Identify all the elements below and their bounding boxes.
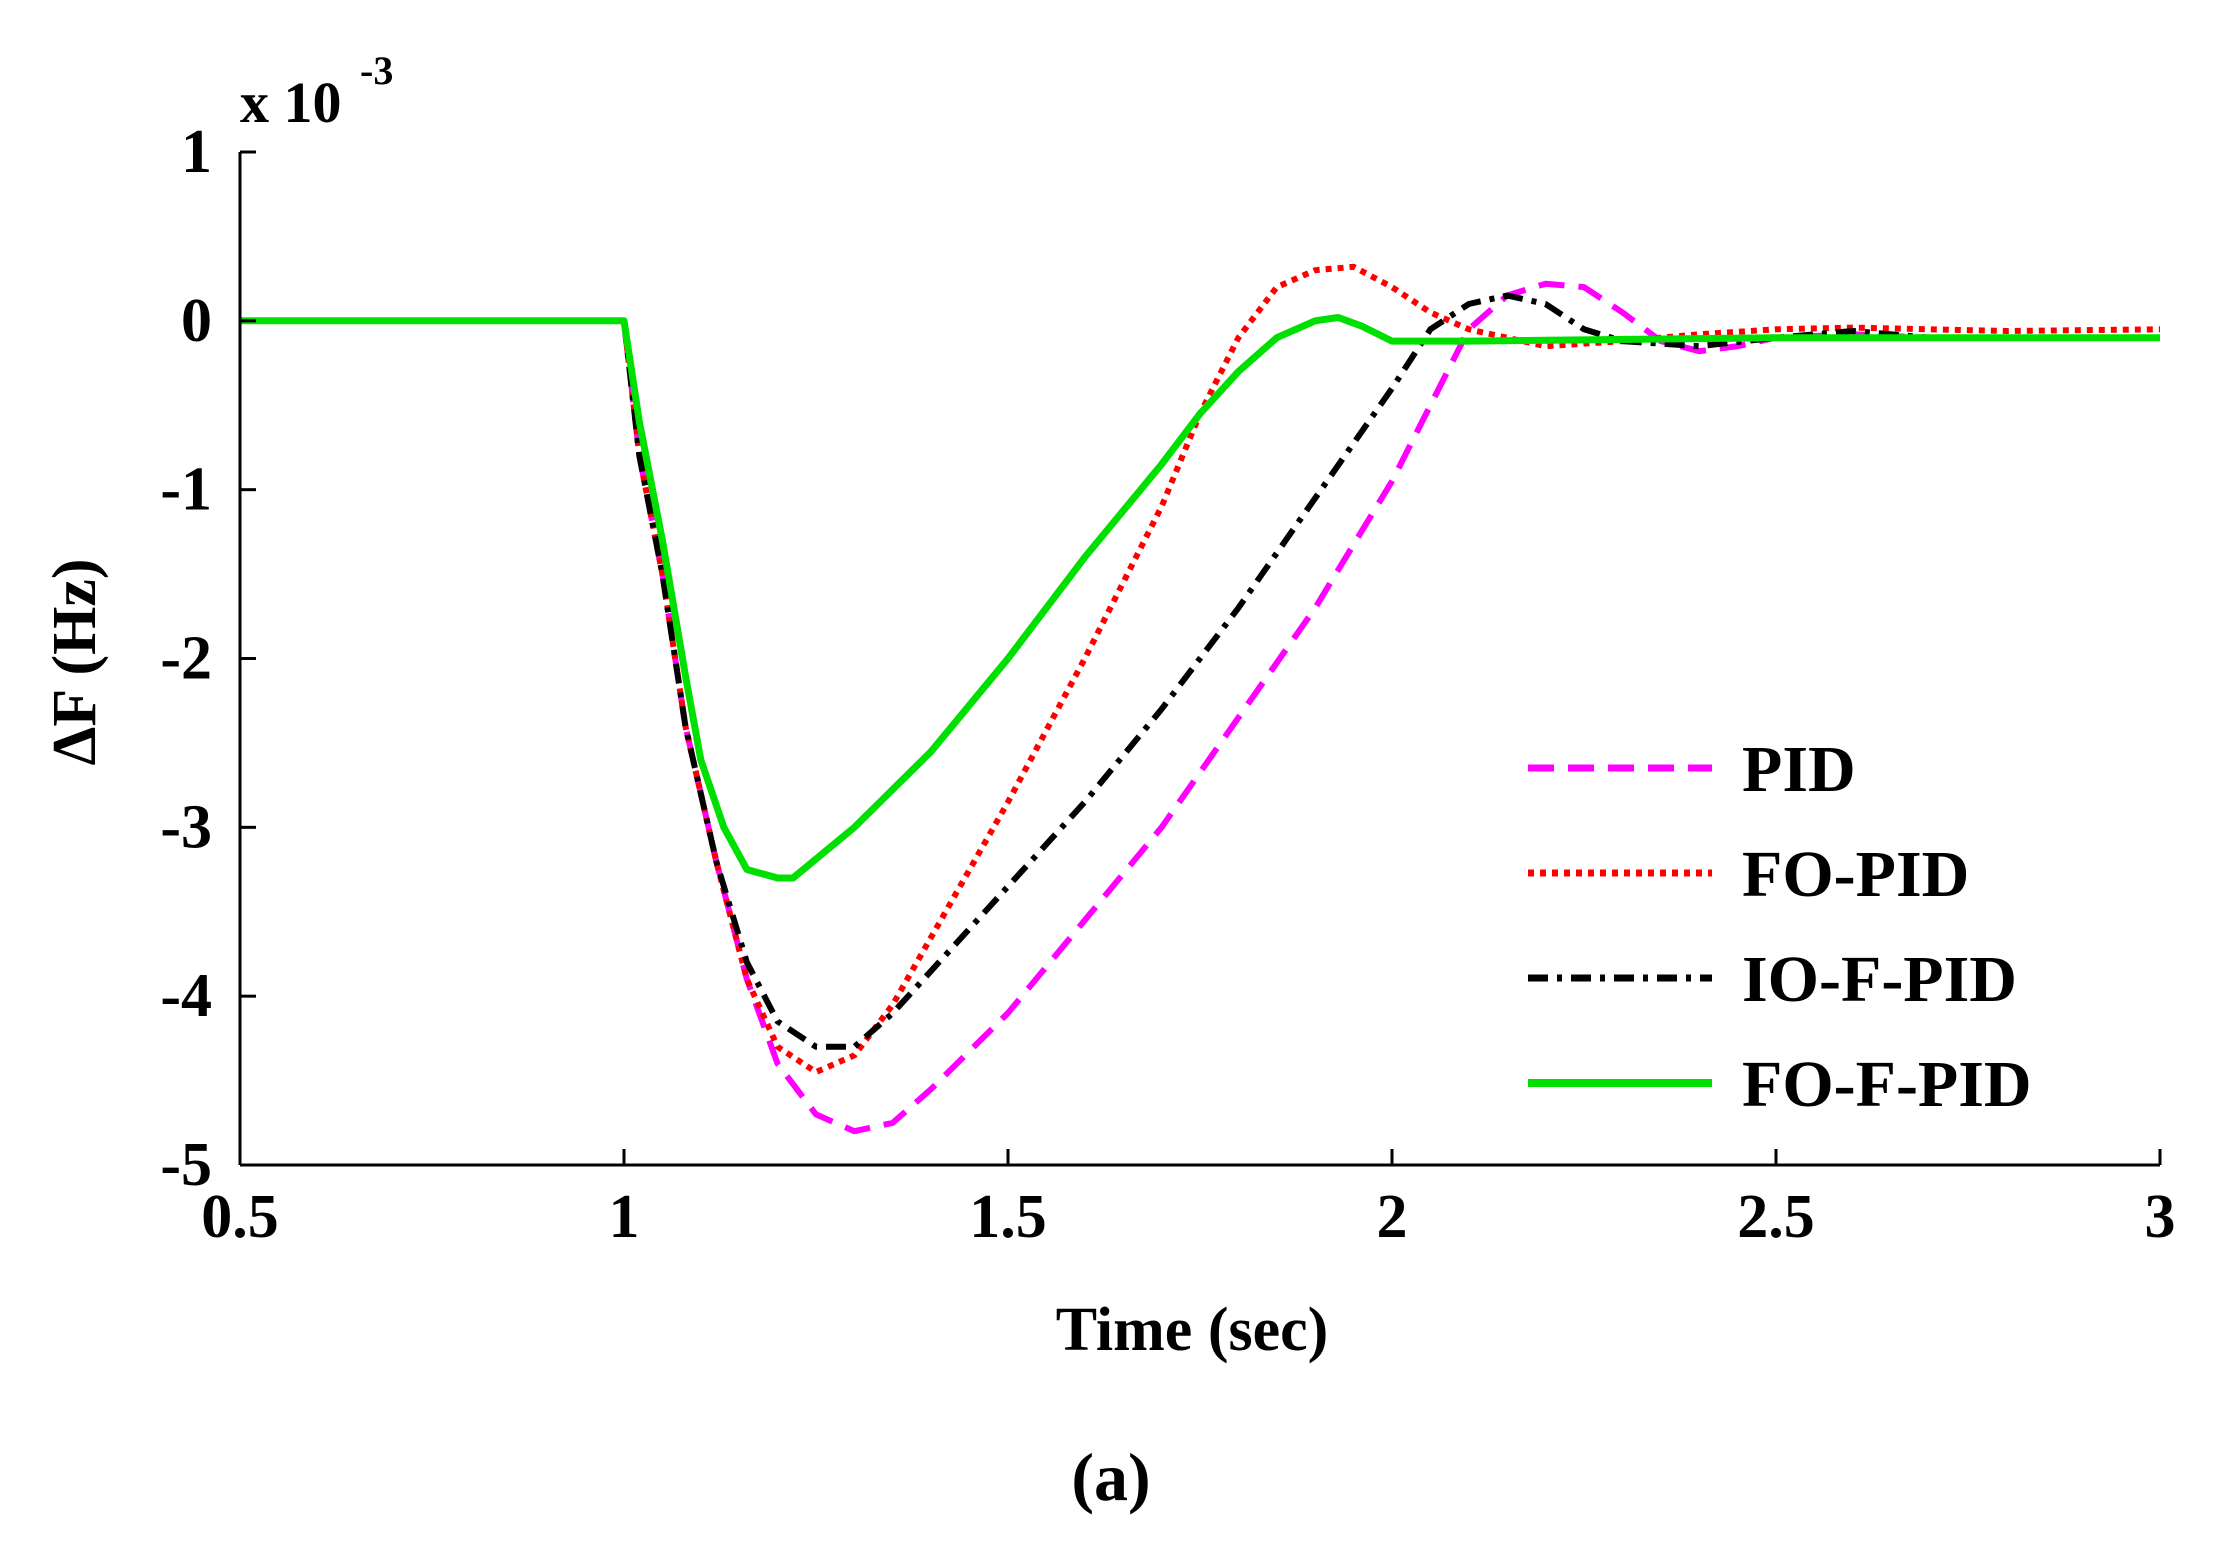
y-axis-title: ΔF (Hz) — [41, 559, 109, 766]
series-line-fo-f-pid — [240, 314, 2160, 882]
y-multiplier-exponent: -3 — [360, 48, 393, 93]
y-tick-label: -2 — [160, 625, 212, 693]
x-axis-title: Time (sec) — [1056, 1296, 1329, 1364]
y-tick-label: -3 — [160, 793, 212, 861]
x-tick-label: 0.5 — [201, 1183, 279, 1251]
x-tick-label: 1.5 — [969, 1183, 1047, 1251]
series-line-io-f-pid — [240, 292, 2160, 1050]
legend: PID FO-PID IO-F-PID FO-F-PID — [1528, 733, 2032, 1121]
x-tick-label: 3 — [2145, 1183, 2176, 1251]
legend-label-io-f-pid: IO-F-PID — [1742, 943, 2017, 1016]
x-tick-label: 1 — [609, 1183, 640, 1251]
y-tick-label: 1 — [181, 118, 212, 186]
x-ticks: 0.5 1 1.5 2 2.5 3 — [201, 1149, 2176, 1251]
legend-label-pid: PID — [1742, 733, 1856, 806]
plot-lines — [240, 263, 2161, 1135]
legend-label-fo-pid: FO-PID — [1742, 838, 1969, 911]
y-tick-label: -5 — [160, 1131, 212, 1199]
figure-caption: (a) — [1071, 1439, 1150, 1515]
x-tick-label: 2.5 — [1737, 1183, 1815, 1251]
y-ticks: 1 0 -1 -2 -3 -4 -5 — [160, 118, 256, 1199]
x-tick-label: 2 — [1377, 1183, 1408, 1251]
y-tick-label: -1 — [160, 456, 212, 524]
y-tick-label: 0 — [181, 287, 212, 355]
y-multiplier-base: x 10 — [240, 70, 342, 135]
y-tick-label: -4 — [160, 962, 212, 1030]
legend-label-fo-f-pid: FO-F-PID — [1742, 1048, 2032, 1121]
